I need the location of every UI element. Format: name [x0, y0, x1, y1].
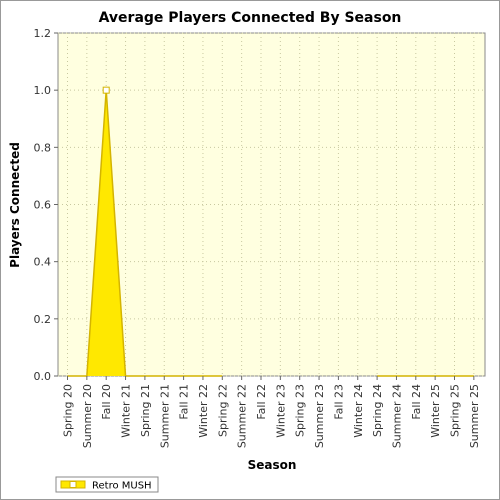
- legend: Retro MUSH: [55, 476, 159, 493]
- plot-area: [57, 32, 486, 377]
- x-tick-label: Summer 21: [158, 384, 171, 448]
- x-tick-label: Summer 24: [390, 384, 403, 448]
- y-tick-label: 0.0: [34, 370, 52, 383]
- y-tick-label: 0.2: [34, 313, 52, 326]
- x-tick-label: Summer 23: [313, 384, 326, 448]
- x-tick-label: Spring 25: [449, 384, 462, 437]
- x-tick-label: Summer 25: [468, 384, 481, 448]
- x-tick-label: Summer 22: [236, 384, 249, 448]
- y-tick-label: 0.8: [34, 141, 52, 154]
- series-area-fill: [67, 90, 223, 377]
- y-tick-label: 1.2: [34, 27, 52, 40]
- x-tick-label: Spring 22: [216, 384, 229, 437]
- y-tick-label: 0.6: [34, 199, 52, 212]
- data-point-marker: [102, 86, 110, 94]
- x-axis-ticks: Spring 20 Summer 20 Fall 20 Winter 21 Spring…: [62, 376, 481, 448]
- legend-marker-icon: [69, 481, 77, 488]
- y-tick-label: 0.4: [34, 256, 52, 269]
- y-tick-label: 1.0: [34, 84, 52, 97]
- chart-title: Average Players Connected By Season: [99, 10, 402, 26]
- x-tick-label: Fall 21: [178, 384, 191, 420]
- x-tick-label: Winter 25: [429, 384, 442, 438]
- x-tick-label: Winter 24: [352, 384, 365, 438]
- x-tick-label: Spring 24: [371, 384, 384, 437]
- x-tick-label: Fall 23: [332, 384, 345, 420]
- x-tick-label: Spring 20: [62, 384, 75, 437]
- y-axis-label: Players Connected: [8, 142, 22, 268]
- x-tick-label: Winter 23: [274, 384, 287, 438]
- x-tick-label: Spring 23: [294, 384, 307, 437]
- x-tick-label: Winter 22: [197, 384, 210, 438]
- y-axis-ticks: 0.0 0.2 0.4 0.6 0.8 1.0 1.2: [34, 27, 58, 383]
- legend-label: Retro MUSH: [92, 481, 152, 492]
- x-tick-label: Fall 22: [255, 384, 268, 420]
- x-tick-label: Winter 21: [120, 384, 133, 438]
- x-tick-label: Spring 21: [139, 384, 152, 437]
- x-tick-label: Summer 20: [81, 384, 94, 448]
- series-markers: [102, 86, 110, 94]
- x-tick-label: Fall 20: [100, 384, 113, 420]
- x-axis-label: Season: [248, 458, 297, 472]
- x-tick-label: Fall 24: [410, 384, 423, 420]
